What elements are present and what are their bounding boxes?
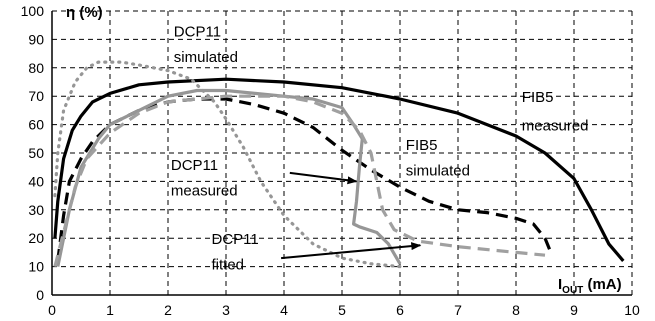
series-line-dcp11-simulated <box>53 60 402 269</box>
y-tick-label-10: 100 <box>21 3 45 19</box>
y-tick-label-6: 60 <box>28 117 44 133</box>
series-line-dcp11-fitted <box>53 94 546 267</box>
axes <box>51 11 632 296</box>
annotation-fib5-meas-1: measured <box>522 117 589 134</box>
y-axis-label: η (%) <box>66 4 103 21</box>
y-tick-label-3: 30 <box>28 202 44 218</box>
x-tick-label-4: 4 <box>280 302 288 318</box>
annotation-dcp11-fit-0: DCP11 <box>212 231 259 248</box>
x-tick-label-3: 3 <box>222 302 230 318</box>
x-tick-label-2: 2 <box>164 302 172 318</box>
annotation-dcp11-meas-0: DCP11 <box>171 157 218 174</box>
annotation-fib5-meas-0: FIB5 <box>522 89 554 106</box>
y-tick-label-7: 70 <box>28 88 44 104</box>
x-axis-label-main: I <box>558 276 562 293</box>
series-line-fib5-measured <box>53 77 625 262</box>
annotation-arrow-dcp11-fit <box>281 242 422 260</box>
y-tick-label-2: 20 <box>28 230 44 246</box>
x-tick-label-1: 1 <box>106 302 114 318</box>
x-tick-label-9: 9 <box>570 302 578 318</box>
annotation-dcp11-meas-1: measured <box>171 183 238 200</box>
x-tick-label-8: 8 <box>512 302 520 318</box>
x-tick-label-10: 10 <box>624 302 640 318</box>
y-tick-label-8: 80 <box>28 60 44 76</box>
x-axis-label: IOUT (mA) <box>558 276 622 296</box>
y-tick-label-9: 90 <box>28 31 44 47</box>
x-axis-label-unit: (mA) <box>583 276 621 293</box>
annotation-dcp11-sim-0: DCP11 <box>174 24 221 41</box>
x-axis-label-sub: OUT <box>562 285 583 296</box>
series-line-fib5-simulated <box>56 97 553 262</box>
y-tick-label-1: 10 <box>28 259 44 275</box>
x-tick-label-7: 7 <box>454 302 462 318</box>
x-tick-label-0: 0 <box>48 302 56 318</box>
annotation-fib5-sim-0: FIB5 <box>406 137 438 154</box>
x-tick-label-6: 6 <box>396 302 404 318</box>
annotation-dcp11-sim-1: simulated <box>174 49 238 66</box>
y-tick-label-5: 50 <box>28 145 44 161</box>
y-tick-label-0: 0 <box>36 287 44 303</box>
annotations: DCP11 simulated FIB5 measured FIB5 simulated D… <box>171 24 589 274</box>
annotation-dcp11-fit-1: fitted <box>212 256 245 273</box>
annotation-fib5-sim-1: simulated <box>406 163 470 180</box>
y-tick-label-4: 40 <box>28 173 44 189</box>
x-tick-label-5: 5 <box>338 302 346 318</box>
annotation-arrow-dcp11-meas <box>289 171 358 185</box>
series-group <box>53 60 625 269</box>
grid <box>52 10 633 295</box>
